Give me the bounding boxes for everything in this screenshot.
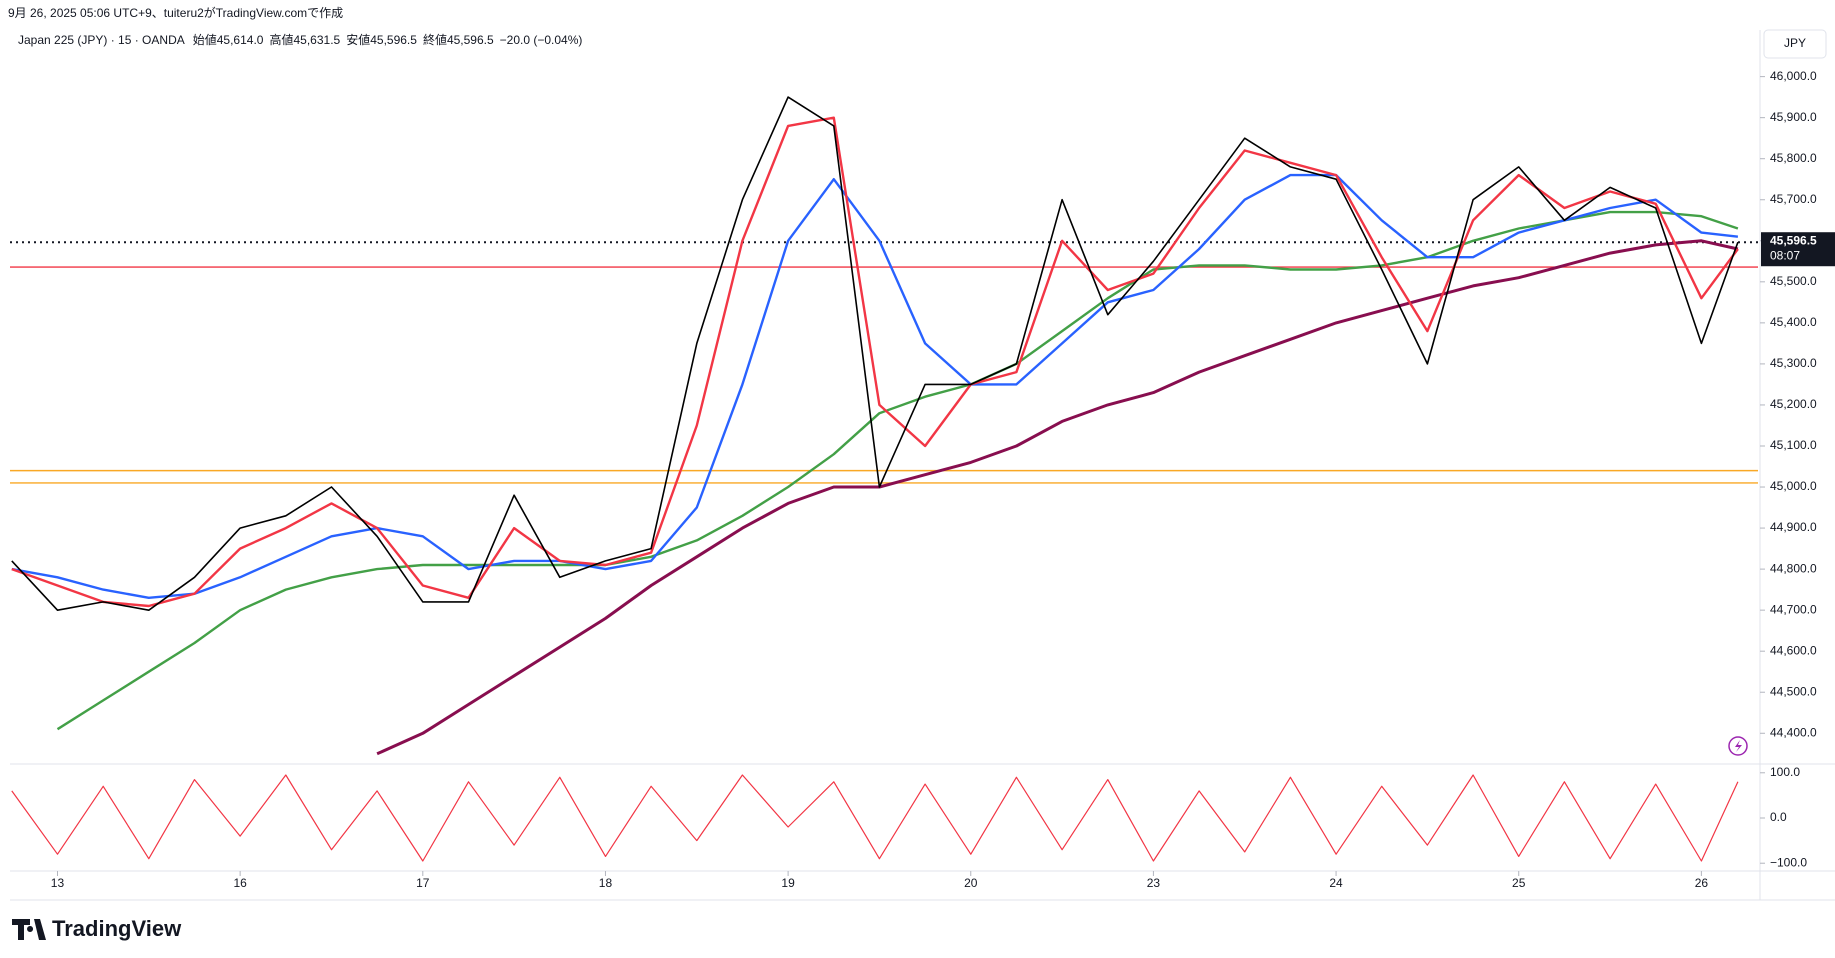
x-tick-label: 19 [781,876,795,890]
oscillator-pane [11,774,1739,862]
brand-logo [12,919,46,940]
x-tick-label: 17 [416,876,430,890]
last-price-label: 45,596.5 [1770,233,1817,247]
x-tick-label: 13 [51,876,65,890]
y-tick-label: 45,200.0 [1770,397,1817,411]
last-price-box [1761,232,1835,267]
legend-change: −20.0 (−0.04%) [500,33,583,47]
legend: Japan 225 (JPY) · 15 · OANDA 始値45,614.0 高値… [18,32,582,47]
alert-icon-bolt [1735,740,1742,752]
x-tick-label: 26 [1695,876,1709,890]
x-tick-label: 20 [964,876,978,890]
currency-box[interactable] [1763,29,1827,59]
y-tick-label: 44,400.0 [1770,725,1817,739]
series-line [376,239,1739,756]
x-tick-label: 24 [1329,876,1343,890]
y-tick-label: 45,000.0 [1770,479,1817,493]
x-tick-label: 23 [1147,876,1161,890]
osc-y-tick-label: 100.0 [1770,765,1800,779]
countdown: 08:07 [1770,248,1800,262]
y-tick-label: 45,800.0 [1770,151,1817,165]
osc-y-tick-label: 0.0 [1770,810,1787,824]
legend-ohlc-label: 高値 [269,32,293,47]
y-tick-label: 45,900.0 [1770,110,1817,124]
x-tick-label: 25 [1512,876,1526,890]
currency[interactable]: JPY [1784,36,1806,50]
y-tick-label: 45,300.0 [1770,356,1817,370]
price-pane [10,96,1758,756]
legend-ohlc-label: 始値 [193,32,217,47]
header: 9月 26, 2025 05:06 UTC+9、tuiteru2がTrading… [8,5,343,20]
y-tick-label: 46,000.0 [1770,69,1817,83]
y-tick-label: 44,700.0 [1770,602,1817,616]
legend-ohlc-value: 45,631.5 [293,33,340,47]
y-tick-label: 45,700.0 [1770,192,1817,206]
series-line [56,210,1739,731]
alert-icon[interactable] [1728,736,1748,756]
series-line [11,96,1739,611]
legend-symbol: Japan 225 (JPY) · 15 · OANDA [18,33,185,47]
y-tick-label: 45,100.0 [1770,438,1817,452]
x-tick-label: 18 [599,876,613,890]
osc-y-tick-label: −100.0 [1770,855,1807,869]
y-tick-label: 44,800.0 [1770,561,1817,575]
legend-ohlc-value: 45,596.5 [370,33,417,47]
legend-ohlc-value: 45,596.5 [447,33,494,47]
y-tick-label: 44,900.0 [1770,520,1817,534]
legend-ohlc-value: 45,614.0 [217,33,264,47]
legend-ohlc-label: 安値 [346,32,370,47]
y-tick-label: 45,400.0 [1770,315,1817,329]
brand-name: TradingView [52,916,182,941]
y-tick-label: 44,500.0 [1770,684,1817,698]
legend-ohlc-label: 終値 [423,32,447,47]
y-tick-label: 45,500.0 [1770,274,1817,288]
x-tick-label: 16 [233,876,247,890]
y-tick-label: 44,600.0 [1770,643,1817,657]
oscillator-line [11,774,1739,862]
